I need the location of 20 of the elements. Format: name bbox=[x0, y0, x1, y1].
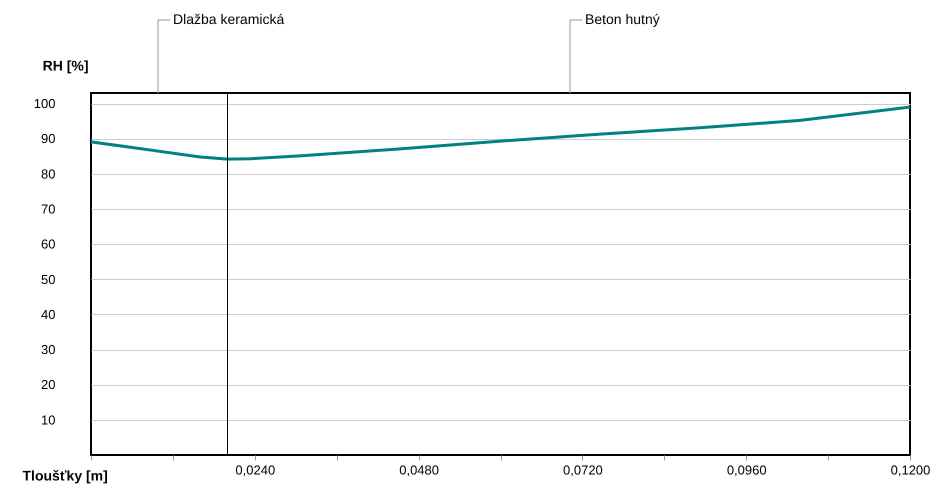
x-axis-title: Tloušťky [m] bbox=[22, 468, 108, 484]
x-tick-label: 0,1200 bbox=[890, 462, 930, 478]
y-tick-label: 80 bbox=[41, 166, 56, 182]
y-tick-label: 10 bbox=[41, 412, 56, 428]
x-tick-label: 0,0960 bbox=[726, 462, 767, 478]
y-tick-label: 20 bbox=[41, 377, 56, 392]
y-tick-label: 50 bbox=[41, 272, 56, 287]
y-tick-label: 40 bbox=[41, 306, 56, 322]
y-tick-label: 100 bbox=[34, 96, 56, 112]
line-series bbox=[90, 106, 912, 161]
y-tick-label: 70 bbox=[41, 201, 56, 216]
x-tick-label: 0,0720 bbox=[563, 462, 603, 478]
y-tick-label: 90 bbox=[41, 131, 56, 146]
x-tick-label: 0,0480 bbox=[399, 462, 439, 478]
y-tick-label: 60 bbox=[41, 236, 56, 252]
text: Dlažba keramická bbox=[173, 11, 284, 27]
y-axis-title: RH [%] bbox=[42, 58, 88, 74]
x-tick-label: 0,0240 bbox=[235, 462, 276, 478]
y-tick-label: 30 bbox=[41, 342, 56, 358]
text: Beton hutný bbox=[585, 11, 660, 27]
